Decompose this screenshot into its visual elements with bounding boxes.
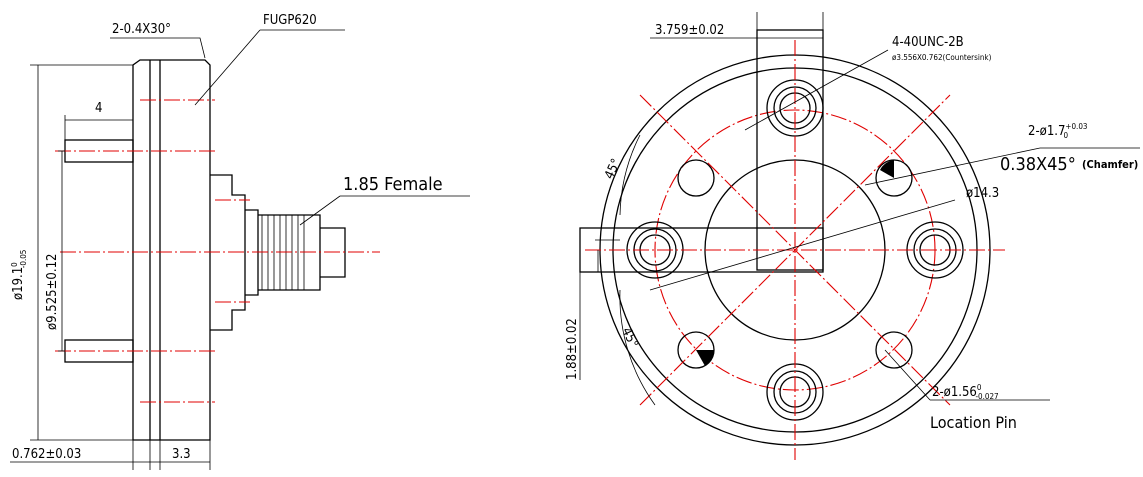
hole-value: 2-ø1.7: [1028, 124, 1065, 139]
chamfer-label: 2-0.4X30°: [112, 22, 171, 37]
outer-diameter: ø19.10-0.05: [10, 250, 28, 300]
slot-offset: 1.88±0.02: [565, 318, 580, 380]
outer-diameter-value: ø19.1: [11, 267, 26, 300]
thread-label: 4-40UNC-2B: [892, 35, 964, 50]
outer-diameter-upper: 0: [10, 262, 19, 267]
drawing: 2-0.4X30° FUGP620 4 1.85 Female ø19.10-0…: [0, 0, 1143, 477]
connector-label: 1.85 Female: [343, 174, 443, 195]
flange-thickness: 3.3: [172, 447, 191, 462]
countersink-label: ø3.556X0.762(Countersink): [892, 53, 992, 62]
hole-upper: +0.03: [1065, 122, 1087, 131]
angle-top: 45°: [602, 157, 624, 182]
bore-label: ø14.3: [966, 186, 999, 201]
page: {"left_view":{"chamfer":"2-0.4X30°","par…: [0, 0, 1143, 477]
hole-lower: 0: [1063, 131, 1068, 140]
pin-hole-lower: -0.027: [975, 392, 998, 401]
part-number: FUGP620: [263, 13, 317, 28]
pin-length: 4: [95, 101, 102, 116]
pin-hole-upper: 0: [977, 383, 982, 392]
chamfer-note: (Chamfer): [1082, 158, 1138, 171]
side-view: 2-0.4X30° FUGP620 4 1.85 Female ø19.10-0…: [10, 13, 470, 470]
front-view: 3.759±0.02 4-40UNC-2B ø3.556X0.762(Count…: [565, 12, 1140, 460]
pin-hole-label: 2-ø1.560-0.027: [932, 383, 999, 401]
plate-thickness: 0.762±0.03: [12, 447, 81, 462]
angle-bottom: 45°: [618, 325, 640, 350]
slot-width: 3.759±0.02: [655, 23, 724, 38]
pin-circle: ø9.525±0.12: [45, 254, 60, 330]
pin-hole-value: 2-ø1.56: [932, 385, 977, 400]
outer-diameter-lower: -0.05: [19, 250, 28, 269]
pin-label: Location Pin: [930, 413, 1017, 432]
hole-chamfer: 0.38X45°: [1000, 154, 1076, 175]
